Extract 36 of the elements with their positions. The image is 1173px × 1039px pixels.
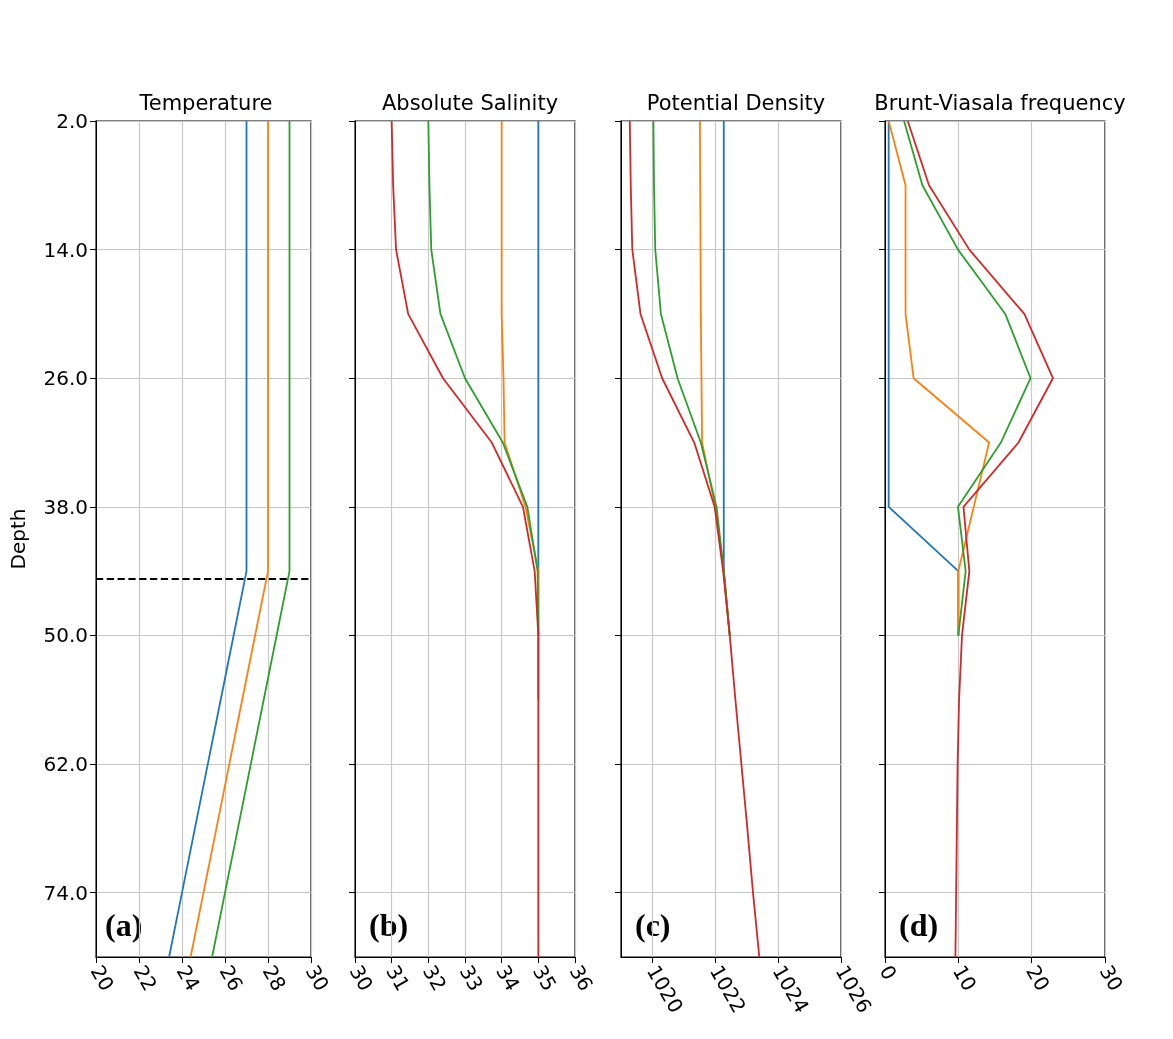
x-tick-label: 20 [1021, 961, 1055, 996]
y-tick-label: 26.0 [43, 366, 88, 391]
x-tick-label: 22 [128, 961, 163, 996]
x-tick-label: 31 [381, 961, 415, 996]
chart-title: Temperature [138, 90, 273, 115]
annotation: (b) [369, 907, 409, 943]
x-tick-label: 10 [947, 961, 982, 996]
line-series [189, 120, 269, 958]
x-tick-label: 30 [1094, 961, 1129, 996]
annotation: (c) [635, 907, 671, 943]
x-tick-label: 32 [417, 961, 452, 996]
x-tick-label: 26 [214, 961, 249, 996]
y-tick-label: 62.0 [43, 752, 88, 777]
x-tick-label: 20 [85, 961, 120, 996]
y-tick-label: 74.0 [43, 880, 88, 905]
x-tick-label: 28 [257, 961, 292, 996]
annotation: (d) [899, 907, 939, 943]
x-tick-label: 36 [564, 961, 599, 996]
x-tick-label: 30 [344, 961, 379, 996]
chart-title: Brunt-Viasala frequency [874, 90, 1126, 115]
y-axis-title: Depth [6, 508, 30, 570]
x-tick-label: 33 [454, 961, 489, 996]
line-series [168, 120, 248, 958]
x-tick-label: 24 [171, 961, 206, 996]
x-tick-label: 34 [491, 961, 525, 996]
line-series [211, 120, 291, 958]
x-tick-label: 0 [874, 961, 902, 985]
chart-title: Potential Density [646, 90, 826, 115]
y-tick-label: 14.0 [43, 237, 88, 262]
x-tick-label: 30 [300, 961, 335, 996]
x-tick-label: 35 [527, 961, 562, 996]
y-tick-label: 50.0 [43, 623, 88, 648]
y-tick-label: 38.0 [43, 494, 88, 519]
y-tick-label: 2.0 [56, 109, 88, 133]
annotation: (a) [105, 907, 143, 943]
chart-title: Absolute Salinity [381, 90, 559, 115]
